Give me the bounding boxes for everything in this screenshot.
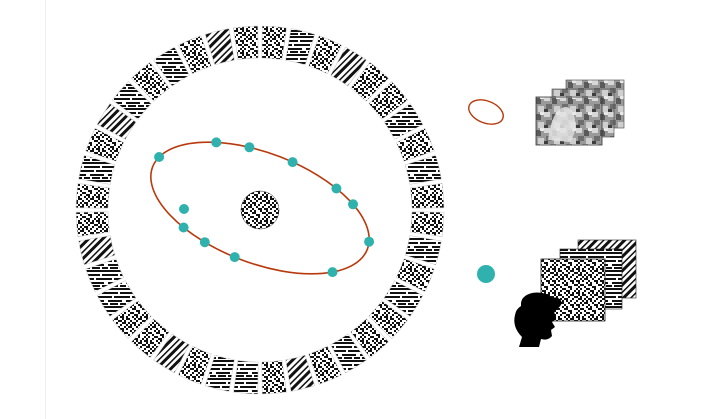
ring-tile [410, 211, 445, 237]
orbit-point [179, 204, 189, 214]
orbit-point [287, 157, 298, 168]
ring-tile [204, 354, 235, 392]
ring-tile [395, 127, 435, 162]
ring-tile [75, 183, 110, 209]
ring-tile [330, 46, 367, 87]
ring-tile [96, 103, 137, 140]
orbit-point [211, 137, 222, 148]
ring-tile [131, 318, 170, 359]
ring-tile [404, 235, 442, 266]
ring-tile [153, 46, 190, 87]
ring-tile [177, 35, 212, 75]
legend-point-symbol [477, 265, 495, 283]
ring-tile [308, 345, 343, 385]
orbit-point [331, 183, 342, 194]
ring-tile [85, 127, 125, 162]
ring-tile [368, 81, 409, 120]
ring-tile [330, 333, 367, 374]
ring-tile [204, 28, 235, 66]
orbit-point [154, 152, 165, 162]
orbit-point [348, 199, 358, 210]
ring-tile [78, 235, 116, 266]
ring-tile [350, 318, 389, 359]
ring-tile [261, 360, 287, 395]
ring-tile [131, 61, 170, 102]
ring-tile [85, 258, 125, 293]
orbit-point [229, 252, 240, 263]
orbit-ellipse [150, 141, 370, 275]
orbit-point [178, 222, 189, 233]
ring-tile [78, 154, 116, 185]
ring-tile [75, 211, 110, 237]
orbit-point [364, 236, 375, 247]
ring-tile [350, 61, 389, 102]
stack-image-subject [548, 107, 576, 142]
ring-tile [308, 35, 343, 75]
ring-tile [153, 333, 190, 374]
legend-orbit-symbol [468, 99, 504, 125]
noise-pattern-stack [540, 239, 637, 322]
left-divider [45, 0, 46, 419]
orbit-points [154, 137, 375, 278]
ring-tile [395, 258, 435, 293]
orbit-point [327, 267, 338, 278]
patch-ring [75, 25, 445, 395]
ring-tile [285, 28, 316, 66]
ring-tile [111, 81, 152, 120]
head-silhouette-icon [514, 292, 562, 347]
ring-tile [233, 25, 259, 60]
ring-tile [383, 103, 424, 140]
grayscale-image-stack [535, 79, 625, 146]
ring-tile [261, 25, 287, 60]
ring-tile [404, 154, 442, 185]
center-patch [240, 190, 280, 230]
ring-tile [233, 360, 259, 395]
orbit-point [244, 142, 255, 153]
ring-tile [177, 345, 212, 385]
ring-tile [410, 183, 445, 209]
ring-tile [111, 300, 152, 339]
ring-tile [96, 280, 137, 317]
ring-tile [368, 300, 409, 339]
ring-tile [383, 280, 424, 317]
orbit-point [199, 237, 210, 248]
ring-tile [285, 354, 316, 392]
